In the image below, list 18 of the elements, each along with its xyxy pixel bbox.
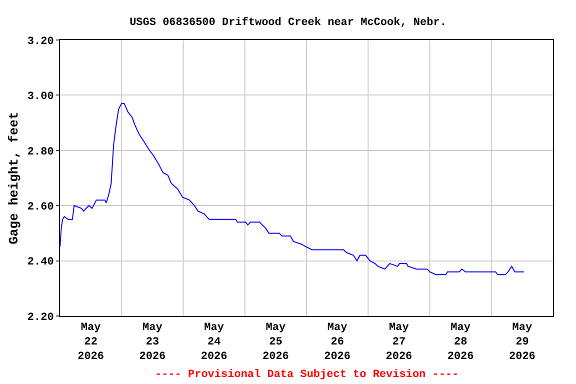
- x-tick-label: May 28 2026: [447, 322, 474, 363]
- y-tick-label: 2.80: [27, 146, 54, 158]
- y-tick-label: 3.00: [27, 91, 54, 104]
- x-tick-label: May 27 2026: [386, 322, 412, 363]
- x-tick-label: May 26 2026: [324, 322, 351, 363]
- x-tick-label: May 24 2026: [200, 322, 228, 363]
- y-tick-label: 2.60: [27, 201, 54, 214]
- text: ---- Provisional Data Subject to Revision ----: [155, 369, 459, 381]
- x-tick-label: May 22 2026: [78, 322, 104, 363]
- x-tick-label: May 23 2026: [139, 322, 166, 363]
- y-tick-label: 2.20: [27, 312, 54, 324]
- line-series: [60, 102, 525, 276]
- y-tick-label: 3.20: [27, 36, 54, 48]
- x-tick-label: May 29 2026: [508, 322, 536, 363]
- y-axis-title: Gage height, feet: [6, 112, 22, 244]
- y-tick-label: 2.40: [27, 256, 54, 269]
- x-tick-label: May 25 2026: [262, 322, 289, 363]
- chart-title: USGS 06836500 Driftwood Creek near McCook, Nebr.: [130, 16, 446, 29]
